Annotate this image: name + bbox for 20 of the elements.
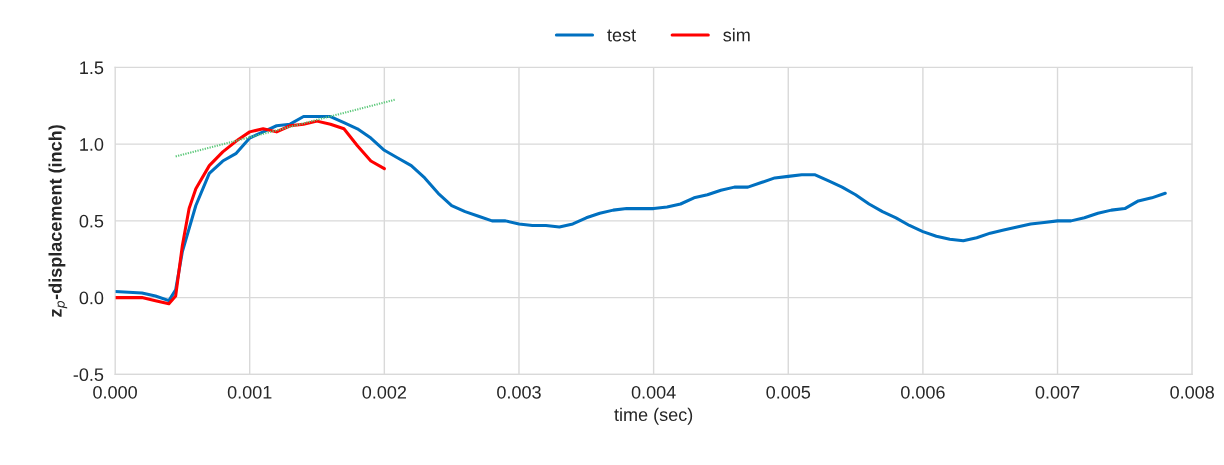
x-tick-label: 0.003 [497,385,541,399]
x-tick-label: 0.001 [227,385,272,399]
x-tick-label: 0.004 [631,385,676,399]
y-tick-label: -0.5 [73,368,104,382]
legend-label: test [607,29,636,42]
x-tick-label: 0.005 [766,385,811,399]
x-tick-label: 0.002 [362,385,407,399]
x-tick-label: 0.000 [93,385,137,399]
y-tick-label: 0.5 [79,214,104,228]
x-tick-label: 0.008 [1170,385,1214,399]
line-series [115,119,386,306]
y-axis-title: z$_{p}$-displacement (inch) [48,125,68,317]
line-series [115,115,1167,303]
x-axis-title: time (sec) [614,407,693,425]
y-tick-label: 1.5 [80,61,104,75]
x-tick-label: 0.007 [1035,385,1080,399]
legend-label: sim [723,28,750,42]
y-tick-label: 1.0 [80,138,104,151]
x-tick-label: 0.006 [901,385,945,399]
y-tick-label: 0.0 [79,291,104,305]
